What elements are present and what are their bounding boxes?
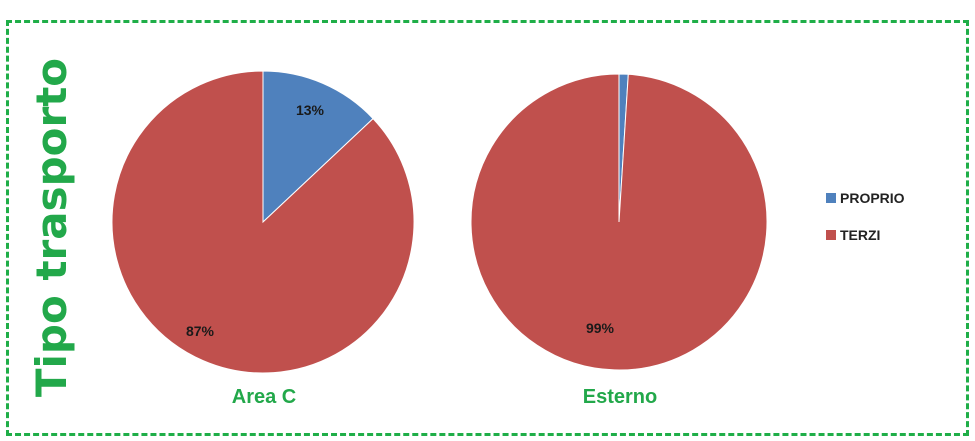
legend-swatch-terzi xyxy=(826,230,836,240)
legend-item-terzi: TERZI xyxy=(826,227,905,243)
dashed-frame xyxy=(6,20,969,436)
legend-item-proprio: PROPRIO xyxy=(826,190,905,206)
pie-label-esterno: Esterno xyxy=(582,386,658,408)
pie-slice-terzi-0 xyxy=(111,70,415,374)
pie-label-area-c: Area C xyxy=(231,386,297,408)
pie-slice-proprio-0 xyxy=(262,70,374,224)
pie-slice-terzi-1 xyxy=(470,73,768,371)
pie-data-label-terzi-0: 87% xyxy=(186,323,215,339)
legend-label-proprio: PROPRIO xyxy=(840,190,905,206)
legend-label-terzi: TERZI xyxy=(840,227,881,243)
legend-swatch-proprio xyxy=(826,193,836,203)
pie-data-label-terzi-1: 99% xyxy=(586,320,615,336)
legend: PROPRIO TERZI xyxy=(826,190,905,264)
pie-data-label-proprio-0: 13% xyxy=(296,102,325,118)
